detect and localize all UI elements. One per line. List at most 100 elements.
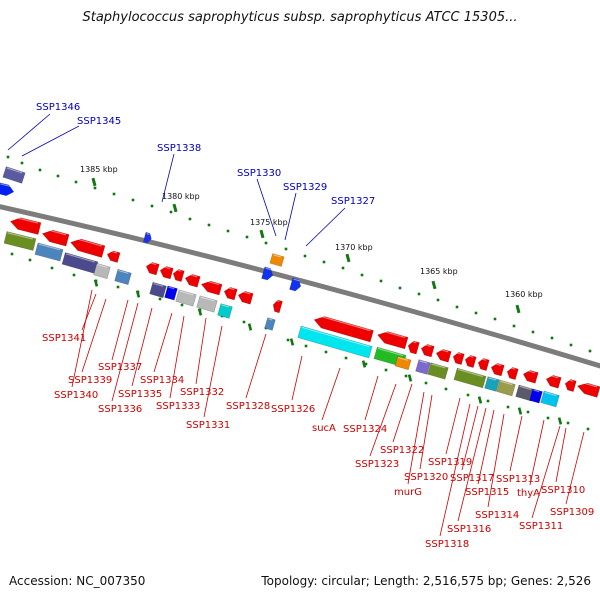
- top-leader-line: [256, 178, 277, 237]
- bottom-gene-label: SSP1324: [343, 424, 387, 435]
- bottom-gene-label: thyA: [517, 488, 540, 499]
- reverse-gene: [420, 343, 435, 358]
- top-leader-line: [305, 207, 346, 247]
- reverse-gene: [9, 216, 42, 235]
- scale-dot: [207, 223, 211, 227]
- top-leader-line: [21, 125, 80, 157]
- scale-dot: [588, 349, 592, 353]
- scale-dot: [150, 204, 154, 208]
- bottom-gene-label: SSP1332: [180, 387, 224, 398]
- bottom-gene-label: SSP1313: [496, 474, 540, 485]
- scale-dot: [424, 381, 428, 385]
- scale-dot: [493, 317, 497, 321]
- bottom-leader-line: [445, 397, 461, 455]
- scale-tick: [407, 374, 413, 382]
- reverse-gene: [564, 378, 577, 393]
- bottom-leader-line: [565, 431, 585, 505]
- scale-dot: [242, 320, 246, 324]
- reverse-gene: [184, 273, 201, 288]
- scale-tick: [557, 417, 563, 425]
- scale-dot: [569, 343, 573, 347]
- reverse-gene: [394, 355, 412, 371]
- scale-dot: [50, 266, 54, 270]
- top-leader-line: [284, 192, 297, 241]
- top-gene-label: SSP1330: [237, 168, 281, 179]
- bottom-leader-line: [195, 317, 207, 385]
- reverse-gene: [145, 261, 160, 276]
- scale-dot: [417, 292, 421, 296]
- bottom-gene-label: murG: [394, 487, 422, 498]
- bottom-gene-label: SSP1331: [186, 420, 230, 431]
- top-gene-label: SSP1345: [77, 116, 121, 127]
- scale-dot: [546, 416, 550, 420]
- forward-gene: [2, 166, 26, 184]
- bottom-gene-label: SSP1309: [550, 507, 594, 518]
- reverse-gene: [272, 299, 283, 314]
- bottom-gene-label: sucA: [312, 423, 336, 434]
- reverse-gene: [159, 265, 174, 280]
- scale-tick: [361, 360, 367, 368]
- top-gene-label: SSP1327: [331, 196, 375, 207]
- bottom-gene-label: SSP1333: [156, 401, 200, 412]
- scale-dot: [474, 311, 478, 315]
- bottom-gene-label: SSP1316: [447, 524, 491, 535]
- bottom-gene-label: SSP1317: [450, 473, 494, 484]
- scale-dot: [72, 273, 76, 277]
- bottom-leader-line: [555, 427, 567, 483]
- bottom-leader-line: [321, 367, 341, 421]
- scale-ticks: 1385 kbp 1380 kbp 1375 kbp 1370 kbp 1365 kbp…: [80, 165, 563, 425]
- scale-dot: [6, 155, 10, 159]
- reverse-gene: [223, 286, 238, 301]
- scale-tick: [517, 407, 523, 415]
- bottom-leader-line: [529, 419, 545, 486]
- bottom-leader-line: [369, 383, 397, 457]
- scale-tick: [515, 304, 521, 314]
- bottom-gene-label: SSP1310: [541, 485, 585, 496]
- scale-tick-label: 1360 kbp: [505, 290, 543, 299]
- reverse-gene: [3, 231, 37, 251]
- scale-dot: [364, 362, 368, 366]
- reverse-gene: [41, 228, 70, 247]
- reverse-gene: [217, 303, 233, 319]
- reverse-gene: [522, 369, 539, 384]
- scale-dot: [264, 241, 268, 245]
- bottom-gene-label: SSP1319: [428, 457, 472, 468]
- bottom-gene-label: SSP1315: [465, 487, 509, 498]
- scale-dot: [284, 247, 288, 251]
- bottom-leader-line: [509, 415, 523, 472]
- scale-dot: [404, 374, 408, 378]
- bottom-leader-line: [461, 405, 479, 471]
- reverse-gene: [452, 351, 465, 366]
- bottom-leader-line: [245, 333, 267, 399]
- bottom-gene-label: SSP1335: [118, 389, 162, 400]
- scale-tick: [135, 290, 141, 298]
- scale-dot: [466, 393, 470, 397]
- gene-track: [0, 166, 600, 408]
- reverse-gene: [490, 362, 505, 377]
- bottom-gene-label: SSP1340: [54, 390, 98, 401]
- scale-tick-label: 1385 kbp: [80, 165, 118, 174]
- reverse-gene: [34, 242, 64, 262]
- scale-dot: [245, 235, 249, 239]
- scale-dot: [526, 410, 530, 414]
- bottom-gene-label: SSP1318: [425, 539, 469, 550]
- scale-dot: [360, 273, 364, 277]
- accession-text: Accession: NC_007350: [9, 574, 146, 588]
- scale-dot: [169, 210, 173, 214]
- bottom-leader-line: [153, 312, 173, 373]
- reverse-gene: [70, 237, 106, 258]
- scale-dot: [38, 168, 42, 172]
- scale-tick-label: 1370 kbp: [335, 243, 373, 252]
- bottom-leader-line: [169, 315, 185, 399]
- bottom-gene-label: SSP1339: [68, 375, 112, 386]
- bottom-leader-line: [364, 375, 379, 421]
- scale-dot: [322, 260, 326, 264]
- reverse-gene: [313, 314, 374, 343]
- bottom-leader-line: [203, 325, 223, 418]
- bottom-gene-label: SSP1334: [140, 375, 184, 386]
- reverse-gene: [453, 367, 487, 389]
- reverse-gene: [149, 281, 167, 299]
- reverse-gene: [435, 348, 452, 363]
